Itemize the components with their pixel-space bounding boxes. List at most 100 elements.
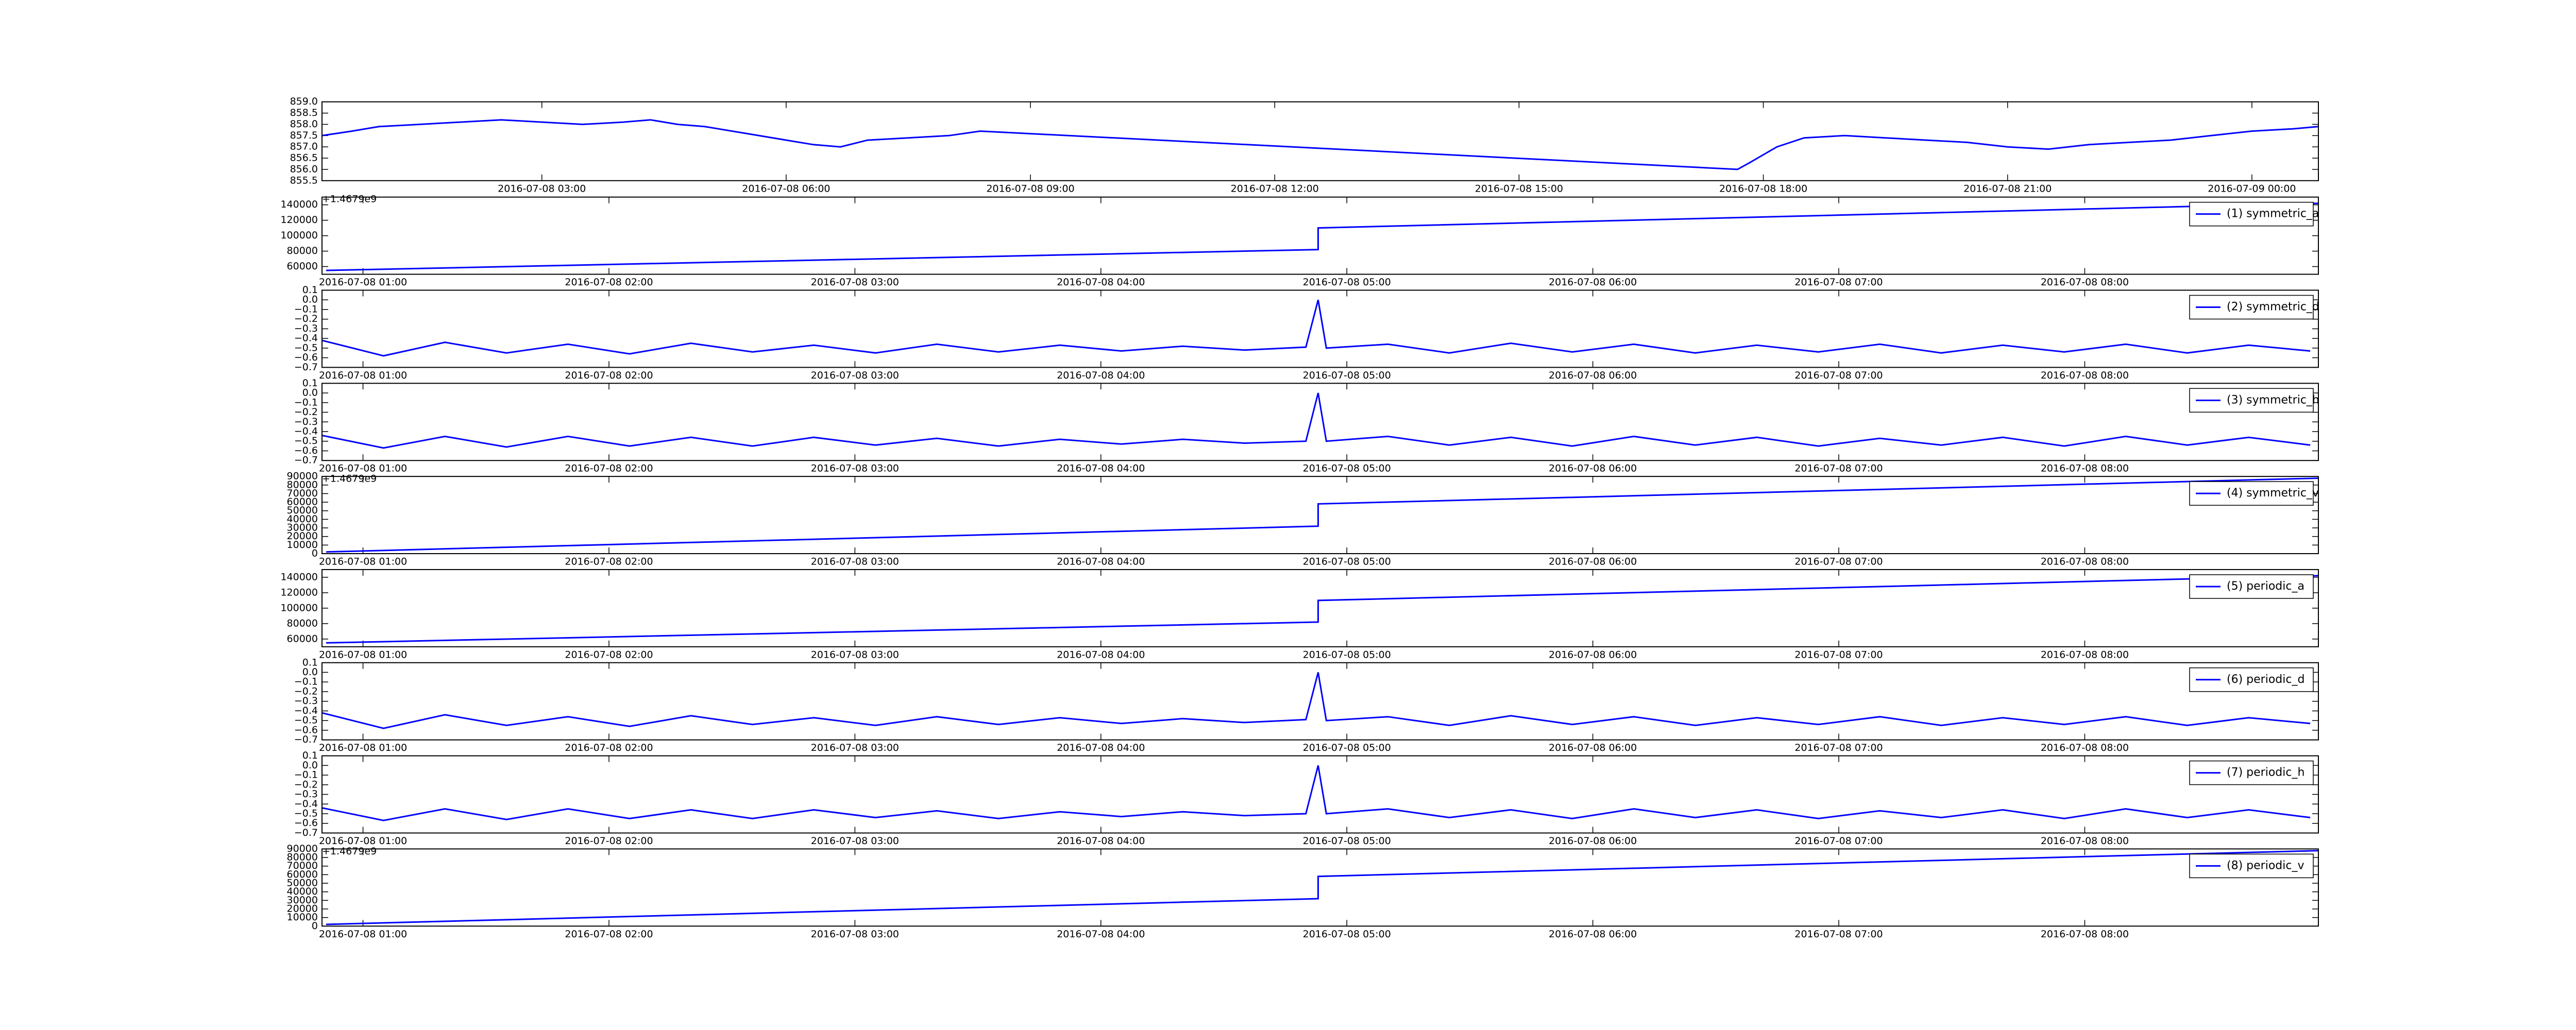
y-tick-label: 80000: [287, 852, 318, 863]
x-tick-label: 2016-07-08 03:00: [811, 370, 899, 381]
y-tick-label: −0.4: [294, 798, 318, 810]
axes-frame: [321, 662, 2319, 741]
y-tick-label: 30000: [287, 895, 318, 906]
y-tick-label: 80000: [287, 479, 318, 490]
x-tick-label: 2016-07-08 08:00: [2041, 929, 2129, 940]
x-tick-label: 2016-07-08 02:00: [565, 370, 653, 381]
y-tick-label: 0.0: [302, 666, 318, 678]
x-tick-label: 2016-07-08 02:00: [565, 742, 653, 753]
y-tick-label: 60000: [287, 496, 318, 508]
y-tick-label: 50000: [287, 505, 318, 516]
y-tick-label: 40000: [287, 513, 318, 525]
x-tick-label: 2016-07-08 01:00: [319, 556, 407, 568]
x-tick-label: 2016-07-08 08:00: [2041, 742, 2129, 753]
x-tick-label: 2016-07-08 02:00: [565, 929, 653, 940]
y-tick-label: 100000: [280, 602, 318, 613]
y-tick-label: −0.1: [294, 397, 318, 408]
axes-frame: [321, 196, 2319, 275]
y-tick-label: 859.0: [290, 96, 318, 107]
axes-frame: [321, 289, 2319, 368]
y-tick-label: 80000: [287, 245, 318, 256]
x-tick-label: 2016-07-08 07:00: [1794, 835, 1883, 847]
y-tick-label: 857.0: [290, 141, 318, 152]
axes-frame: [321, 383, 2319, 461]
x-tick-label: 2016-07-08 02:00: [565, 463, 653, 474]
legend-label: (2) symmetric_d: [2227, 300, 2319, 313]
x-tick-label: 2016-07-08 08:00: [2041, 556, 2129, 568]
x-tick-label: 2016-07-08 04:00: [1057, 556, 1145, 568]
y-tick-label: 140000: [280, 199, 318, 210]
y-tick-label: 20000: [287, 530, 318, 542]
y-tick-label: −0.6: [294, 352, 318, 363]
axes-frame: [321, 755, 2319, 834]
legend-label: (7) periodic_h: [2227, 766, 2304, 779]
x-tick-label: 2016-07-08 05:00: [1303, 463, 1391, 474]
plot-area: [326, 575, 2318, 644]
data-line: [322, 672, 2311, 729]
x-tick-label: 2016-07-08 03:00: [811, 277, 899, 288]
x-tick-label: 2016-07-08 02:00: [565, 835, 653, 847]
data-line: [322, 119, 2318, 170]
y-tick-label: 100000: [280, 230, 318, 241]
x-tick-label: 2016-07-08 01:00: [319, 835, 407, 847]
y-tick-label: −0.2: [294, 779, 318, 790]
x-tick-label: 2016-07-08 07:00: [1794, 370, 1883, 381]
x-tick-label: 2016-07-08 04:00: [1057, 835, 1145, 847]
x-tick-label: 2016-07-08 04:00: [1057, 929, 1145, 940]
y-tick-label: 80000: [287, 617, 318, 629]
legend-label: (1) symmetric_a: [2227, 208, 2319, 220]
x-tick-label: 2016-07-08 06:00: [1549, 929, 1637, 940]
y-tick-label: −0.6: [294, 724, 318, 735]
y-tick-label: −0.5: [294, 808, 318, 819]
y-tick-label: −0.1: [294, 769, 318, 781]
offset-text: +1.4679e9: [322, 846, 377, 857]
x-tick-label: 2016-07-08 05:00: [1303, 556, 1391, 568]
x-tick-label: 2016-07-08 03:00: [811, 649, 899, 660]
x-tick-label: 2016-07-08 21:00: [1963, 183, 2052, 194]
offset-text: +1.4679e9: [322, 193, 377, 204]
y-tick-label: −0.4: [294, 425, 318, 437]
x-tick-label: 2016-07-08 07:00: [1794, 277, 1883, 288]
x-tick-label: 2016-07-08 09:00: [986, 183, 1074, 194]
y-tick-label: −0.1: [294, 303, 318, 315]
data-line: [326, 575, 2318, 644]
legend-label: (5) periodic_a: [2227, 580, 2304, 593]
x-tick-label: 2016-07-08 01:00: [319, 929, 407, 940]
axes-frame: [321, 569, 2319, 647]
y-tick-label: 140000: [280, 571, 318, 582]
y-tick-label: 0: [312, 548, 318, 559]
y-tick-label: 855.5: [290, 175, 318, 186]
x-tick-label: 2016-07-08 06:00: [1549, 742, 1637, 753]
y-tick-label: 0: [312, 920, 318, 932]
y-tick-label: −0.3: [294, 695, 318, 707]
plot-area: [326, 850, 2318, 925]
y-tick-label: 0.0: [302, 387, 318, 399]
y-tick-label: 0.1: [302, 750, 318, 761]
y-tick-label: −0.5: [294, 342, 318, 353]
x-tick-label: 2016-07-08 08:00: [2041, 649, 2129, 660]
x-tick-label: 2016-07-08 02:00: [565, 277, 653, 288]
x-tick-label: 2016-07-08 07:00: [1794, 649, 1883, 660]
y-tick-label: −0.5: [294, 435, 318, 447]
legend-label: (4) symmetric_v: [2227, 487, 2319, 500]
y-tick-label: −0.7: [294, 827, 318, 838]
axes-frame: [321, 476, 2319, 555]
x-tick-label: 2016-07-08 05:00: [1303, 277, 1391, 288]
plot-area: [322, 392, 2311, 449]
x-tick-label: 2016-07-08 08:00: [2041, 277, 2129, 288]
x-tick-label: 2016-07-08 01:00: [319, 649, 407, 660]
x-tick-label: 2016-07-08 05:00: [1303, 929, 1391, 940]
legend-label: (8) periodic_v: [2227, 859, 2304, 872]
y-tick-label: 60000: [287, 869, 318, 880]
x-tick-label: 2016-07-08 06:00: [1549, 835, 1637, 847]
x-tick-label: 2016-07-08 06:00: [1549, 463, 1637, 474]
y-tick-label: 90000: [287, 843, 318, 854]
y-tick-label: 856.5: [290, 152, 318, 164]
x-tick-label: 2016-07-08 01:00: [319, 742, 407, 753]
y-tick-label: −0.1: [294, 676, 318, 688]
x-tick-label: 2016-07-08 12:00: [1231, 183, 1319, 194]
x-tick-label: 2016-07-08 05:00: [1303, 742, 1391, 753]
plot-area: [322, 299, 2311, 357]
y-tick-label: −0.7: [294, 362, 318, 373]
x-tick-label: 2016-07-08 06:00: [1549, 649, 1637, 660]
